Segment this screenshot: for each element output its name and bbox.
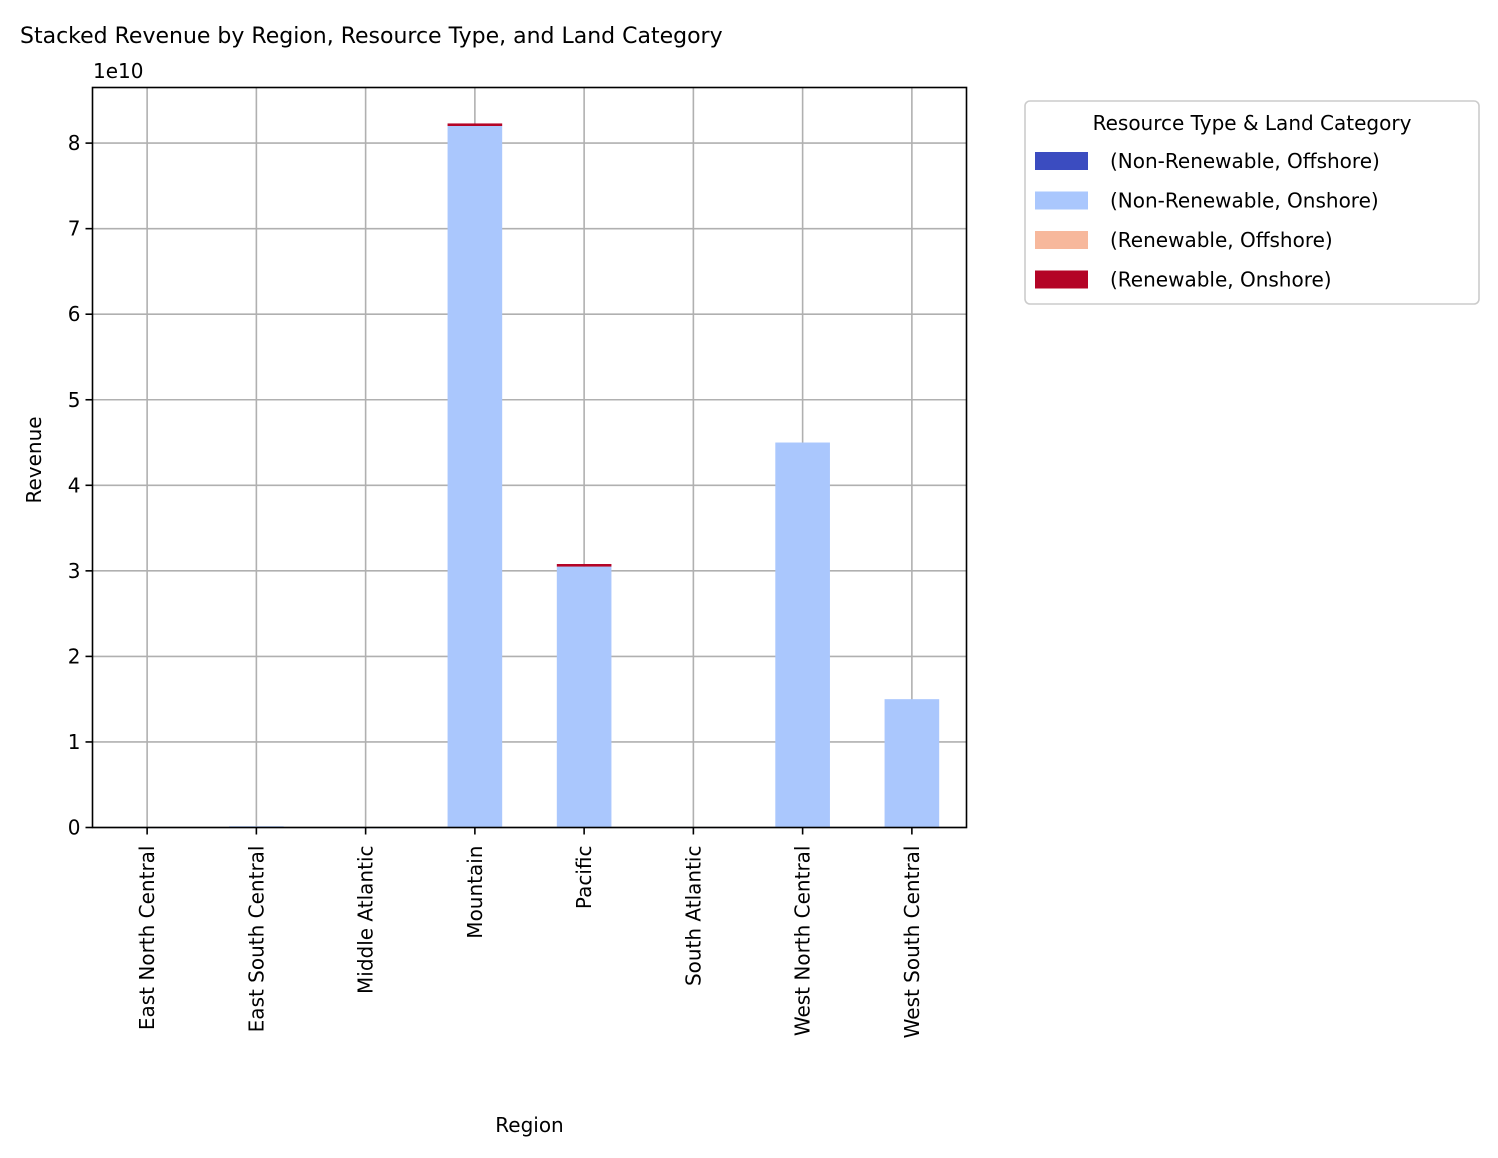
grid (92, 87, 967, 829)
bar-segment (556, 564, 612, 567)
x-tick-label: South Atlantic (681, 846, 705, 987)
y-tick-label: 6 (68, 302, 81, 326)
legend: Resource Type & Land Category (Non-Renew… (1024, 100, 1480, 305)
x-axis-label: Region (495, 1113, 563, 1137)
legend-label: (Renewable, Onshore) (1110, 268, 1332, 292)
y-tick-label: 7 (68, 217, 81, 241)
x-tick-label: West North Central (791, 846, 815, 1037)
x-tick-label: East South Central (244, 846, 268, 1033)
x-tick-label: West South Central (900, 846, 924, 1039)
bar-segment (884, 699, 940, 828)
bar-segment (775, 442, 830, 828)
bars (119, 123, 940, 829)
y-axis-label: Revenue (22, 416, 46, 503)
plot-frame (91, 86, 968, 829)
legend-swatch (1035, 191, 1088, 210)
legend-label: (Renewable, Offshore) (1110, 228, 1333, 252)
legend-swatch (1035, 231, 1088, 249)
legend-swatch (1035, 270, 1088, 289)
y-tick-label: 4 (68, 473, 81, 497)
x-tick-label: Mountain (463, 846, 487, 939)
legend-title: Resource Type & Land Category (1093, 111, 1412, 135)
legend-label: (Non-Renewable, Offshore) (1110, 149, 1380, 173)
x-tick-label: East North Central (135, 846, 159, 1031)
x-tick-label: Pacific (572, 846, 596, 910)
y-tick-label: 2 (68, 644, 81, 668)
y-tick-label: 5 (68, 388, 81, 412)
x-tick-label: Middle Atlantic (354, 846, 378, 994)
y-axis-scale-label: 1e10 (93, 59, 143, 83)
legend-frame (1024, 100, 1480, 305)
y-tick-label: 0 (68, 816, 81, 840)
bar-segment (556, 566, 612, 828)
y-axis: 0 1 2 3 4 5 6 7 8 (68, 131, 93, 840)
bar-segment (447, 125, 503, 828)
chart-title: Stacked Revenue by Region, Resource Type… (20, 24, 723, 49)
bar-segment (447, 123, 503, 126)
legend-swatch (1035, 152, 1088, 170)
y-tick-label: 8 (68, 131, 81, 155)
legend-label: (Non-Renewable, Onshore) (1110, 189, 1379, 213)
y-tick-label: 3 (68, 559, 81, 583)
y-tick-label: 1 (68, 730, 81, 754)
x-axis: East North Central East South Central Midd… (135, 827, 924, 1039)
